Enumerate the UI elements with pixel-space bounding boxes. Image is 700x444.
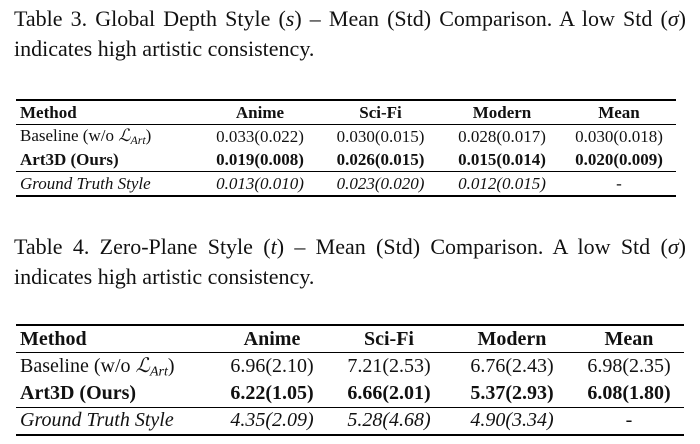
method-label: Baseline (w/o	[20, 125, 119, 145]
cell-mean: -	[616, 173, 622, 193]
cell-modern: 0.015(0.014)	[458, 149, 546, 169]
cell-modern: 4.90(3.34)	[470, 409, 554, 431]
header-anime: Anime	[216, 325, 328, 353]
cell-mean: 0.030(0.018)	[575, 126, 663, 146]
caption-prefix: Table 4. Zero-Plane Style (	[14, 234, 271, 259]
cell-scifi: 7.21(2.53)	[347, 355, 431, 378]
header-mean: Mean	[574, 325, 684, 353]
table-row-ours: Art3D (Ours) 6.22(1.05) 6.66(2.01) 5.37(…	[16, 381, 684, 408]
caption-middle: ) – Mean (Std) Comparison. A low Std (	[294, 6, 668, 31]
cell-scifi: 0.030(0.015)	[336, 126, 425, 146]
header-scifi: Sci-Fi	[319, 100, 442, 125]
caption-prefix: Table 3. Global Depth Style (	[14, 6, 286, 31]
table-row-ours: Art3D (Ours) 0.019(0.008) 0.026(0.015) 0…	[16, 148, 676, 172]
row-method: Ground Truth Style	[20, 173, 151, 193]
cell-mean: -	[625, 409, 633, 431]
cell-anime: 6.22(1.05)	[230, 382, 314, 404]
method-symbol: ℒ	[118, 125, 131, 145]
header-scifi: Sci-Fi	[328, 325, 450, 353]
cell-anime: 0.013(0.010)	[216, 173, 304, 193]
cell-anime: 4.35(2.09)	[230, 409, 314, 431]
cell-mean: 6.08(1.80)	[587, 382, 671, 404]
header-mean: Mean	[562, 100, 676, 125]
header-modern: Modern	[442, 100, 562, 125]
method-close: )	[167, 355, 175, 377]
method-subscript: Art	[130, 132, 146, 147]
caption-middle: ) – Mean (Std) Comparison. A low Std (	[276, 234, 668, 259]
header-method: Method	[16, 325, 216, 353]
header-method: Method	[16, 100, 201, 125]
table-header-row: Method Anime Sci-Fi Modern Mean	[16, 325, 684, 353]
header-modern: Modern	[450, 325, 574, 353]
cell-modern: 5.37(2.93)	[470, 382, 554, 404]
cell-mean: 0.020(0.009)	[575, 149, 663, 169]
cell-modern: 0.028(0.017)	[458, 126, 546, 146]
header-anime: Anime	[201, 100, 319, 125]
cell-anime: 0.019(0.008)	[216, 149, 304, 169]
table-4: Method Anime Sci-Fi Modern Mean Baseline…	[16, 324, 684, 436]
caption-symbol: s	[285, 6, 295, 31]
cell-mean: 6.98(2.35)	[587, 355, 671, 378]
method-subscript: Art	[149, 364, 168, 380]
cell-modern: 6.76(2.43)	[470, 355, 554, 378]
row-method: Baseline (w/o ℒArt)	[16, 353, 216, 381]
method-symbol: ℒ	[135, 355, 150, 377]
table-header-row: Method Anime Sci-Fi Modern Mean	[16, 100, 676, 125]
caption-sigma: σ	[667, 6, 679, 31]
row-method: Ground Truth Style	[20, 409, 174, 431]
row-method: Art3D (Ours)	[20, 382, 137, 404]
method-close: )	[145, 125, 152, 145]
cell-anime: 6.96(2.10)	[230, 355, 314, 378]
cell-scifi: 0.026(0.015)	[336, 149, 425, 169]
table-3-caption: Table 3. Global Depth Style (s) – Mean (…	[14, 4, 686, 64]
caption-sigma: σ	[667, 234, 679, 259]
cell-modern: 0.012(0.015)	[458, 173, 546, 193]
cell-anime: 0.033(0.022)	[216, 126, 304, 146]
caption-suffix: ) indicates high artistic consistency.	[14, 234, 686, 289]
table-row-baseline: Baseline (w/o ℒArt) 6.96(2.10) 7.21(2.53…	[16, 353, 684, 381]
cell-scifi: 6.66(2.01)	[347, 382, 431, 404]
caption-symbol: t	[270, 234, 277, 259]
row-method: Baseline (w/o ℒArt)	[16, 125, 201, 149]
method-label: Baseline (w/o	[20, 355, 136, 377]
cell-scifi: 5.28(4.68)	[347, 409, 431, 431]
caption-suffix: ) indicates high artistic consistency.	[14, 6, 686, 61]
table-3: Method Anime Sci-Fi Modern Mean Baseline…	[16, 99, 676, 197]
table-row-ground-truth: Ground Truth Style 4.35(2.09) 5.28(4.68)…	[16, 407, 684, 435]
row-method: Art3D (Ours)	[20, 149, 119, 169]
table-row-baseline: Baseline (w/o ℒArt) 0.033(0.022) 0.030(0…	[16, 125, 676, 149]
table-row-ground-truth: Ground Truth Style 0.013(0.010) 0.023(0.…	[16, 171, 676, 196]
table-4-caption: Table 4. Zero-Plane Style (t) – Mean (St…	[14, 232, 686, 292]
cell-scifi: 0.023(0.020)	[336, 173, 425, 193]
